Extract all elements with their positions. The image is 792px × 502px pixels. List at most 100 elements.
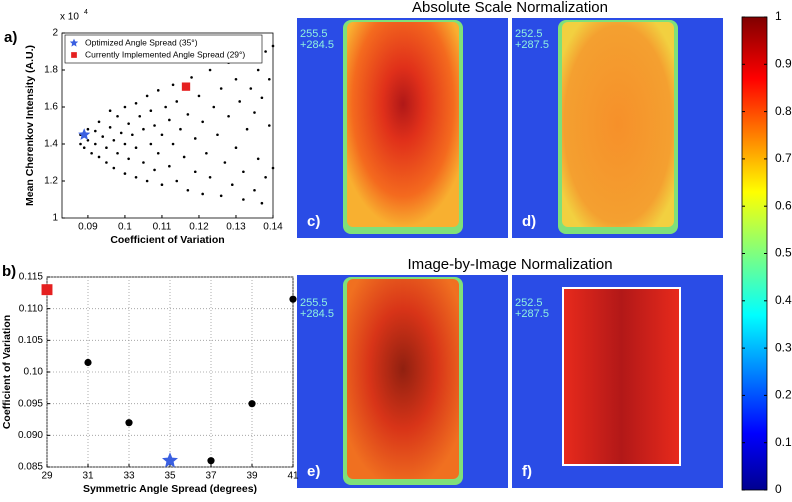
colorbar xyxy=(741,16,768,491)
dot-marker xyxy=(256,157,260,161)
dot-marker xyxy=(212,105,216,109)
colorbar-tick-label: 0.5 xyxy=(775,246,792,260)
image-f-body xyxy=(562,287,681,466)
dot-marker xyxy=(123,172,127,175)
overlay-text: 255.5 xyxy=(300,297,328,309)
dot-marker xyxy=(160,183,164,186)
overlay-text: +284.5 xyxy=(300,39,334,51)
dot-marker xyxy=(238,100,241,103)
dot-marker xyxy=(123,105,127,109)
image-d-body xyxy=(562,22,674,227)
dot-marker xyxy=(149,109,153,112)
star-marker xyxy=(162,452,178,468)
dot-marker xyxy=(193,137,197,140)
y-tick-label: 0.090 xyxy=(18,430,43,441)
dot-marker xyxy=(123,142,127,146)
panel-label: f) xyxy=(522,463,532,480)
y-axis-label: Coefficient of Variation xyxy=(1,315,13,429)
dot-marker xyxy=(190,76,193,79)
dot-marker xyxy=(97,120,101,124)
legend-marker xyxy=(69,38,79,47)
overlay-text: +284.5 xyxy=(300,308,334,320)
dot-marker xyxy=(219,194,223,198)
dot-marker xyxy=(186,188,190,192)
square-marker xyxy=(181,82,191,91)
dot-marker xyxy=(260,96,264,100)
x-tick-label: 33 xyxy=(123,471,135,482)
overlay-text: 252.5 xyxy=(515,297,543,309)
dot-marker xyxy=(79,142,82,146)
x-tick-label: 41 xyxy=(287,471,299,482)
x-axis-label: Coefficient of Variation xyxy=(110,234,224,246)
dot-marker xyxy=(182,155,186,159)
dot-marker xyxy=(208,68,212,72)
dot-marker xyxy=(208,176,212,179)
legend-label: Optimized Angle Spread (35°) xyxy=(85,37,198,47)
dot-marker xyxy=(84,358,92,367)
panel-label: a) xyxy=(4,29,17,46)
dot-marker xyxy=(234,77,238,81)
star-marker xyxy=(78,128,91,140)
dot-marker xyxy=(271,44,275,48)
dot-marker xyxy=(164,105,167,109)
x-tick-label: 39 xyxy=(246,471,258,482)
colorbar-tick-label: 0 xyxy=(775,482,782,496)
panel-title: Absolute Scale Normalization xyxy=(412,0,608,16)
x-tick-label: 0.12 xyxy=(189,222,209,233)
dot-marker xyxy=(171,142,175,146)
dot-marker xyxy=(94,142,97,146)
x-tick-label: 35 xyxy=(164,471,176,482)
legend-marker xyxy=(71,52,77,58)
dot-marker xyxy=(205,151,208,155)
dot-marker xyxy=(253,188,256,192)
dot-marker xyxy=(168,118,171,122)
dot-marker xyxy=(186,113,190,116)
image-panels xyxy=(297,18,723,488)
panel-label: b) xyxy=(2,263,16,280)
dot-marker xyxy=(216,133,219,137)
dot-marker xyxy=(86,127,90,131)
dot-marker xyxy=(230,183,234,186)
colorbar-tick-label: 0.1 xyxy=(775,435,792,449)
dot-marker xyxy=(156,151,160,155)
dot-marker xyxy=(153,168,156,172)
dot-marker xyxy=(156,89,160,92)
dot-marker xyxy=(108,126,112,129)
x-tick-label: 37 xyxy=(205,471,217,482)
dot-marker xyxy=(234,146,238,149)
dot-marker xyxy=(142,161,145,164)
dot-marker xyxy=(160,133,164,137)
dot-marker xyxy=(179,127,182,131)
image-e-body xyxy=(347,279,459,479)
dot-marker xyxy=(260,201,264,205)
y-tick-label: 1.2 xyxy=(44,176,58,187)
dot-marker xyxy=(271,166,275,170)
plot-frame xyxy=(61,32,274,219)
dot-marker xyxy=(201,192,204,196)
overlay-text: 255.5 xyxy=(300,28,328,40)
dot-marker xyxy=(112,139,116,142)
dot-marker xyxy=(108,109,112,112)
dot-marker xyxy=(112,166,116,170)
dot-marker xyxy=(153,124,156,127)
dot-marker xyxy=(175,179,179,183)
dot-marker xyxy=(97,155,101,159)
dot-marker xyxy=(264,50,267,53)
dot-marker xyxy=(142,127,145,131)
y-tick-label: 0.10 xyxy=(24,367,44,378)
panel-title: Image-by-Image Normalization xyxy=(407,256,612,273)
colorbar-tick-label: 0.4 xyxy=(775,293,792,307)
dot-marker xyxy=(168,164,171,168)
x-tick-label: 0.1 xyxy=(118,222,132,233)
dot-marker xyxy=(138,114,142,118)
axis-multiplier-exponent: 4 xyxy=(84,9,88,16)
colorbar-tick-label: 0.3 xyxy=(775,340,792,354)
axis-multiplier: x 10 xyxy=(60,12,79,23)
dot-marker xyxy=(90,151,93,155)
overlay-text: 252.5 xyxy=(515,28,543,40)
dot-marker xyxy=(249,87,253,90)
y-tick-label: 0.115 xyxy=(19,272,44,283)
x-tick-label: 0.14 xyxy=(263,222,283,233)
panel-label: d) xyxy=(522,213,536,230)
